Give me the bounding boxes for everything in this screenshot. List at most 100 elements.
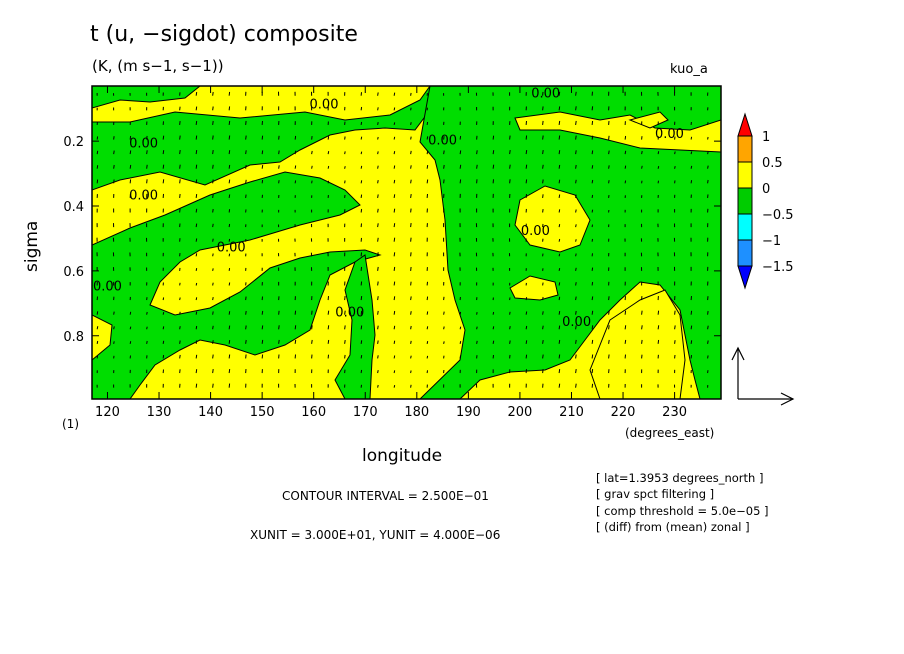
x-tick-label: 130: [147, 405, 172, 420]
quiver-arrow: [591, 296, 594, 301]
x-tick-label: 230: [662, 405, 687, 420]
quiver-arrow: [591, 339, 594, 344]
quiver-arrow: [542, 340, 544, 344]
quiver-arrow: [179, 179, 181, 184]
run-label: kuo_a: [670, 62, 708, 77]
x-tick-label: 180: [404, 405, 429, 420]
quiver-arrow: [674, 325, 676, 330]
quiver-arrow: [657, 151, 660, 155]
quiver-arrow: [591, 354, 594, 359]
quiver-arrow: [228, 135, 231, 140]
quiver-arrow: [393, 355, 396, 359]
quiver-arrow: [525, 325, 528, 330]
colorbar-label: 0.5: [762, 156, 783, 171]
quiver-arrow: [113, 341, 115, 344]
quiver-arrow: [575, 194, 577, 198]
quiver-arrow: [327, 339, 330, 344]
quiver-arrow: [558, 209, 561, 213]
quiver-arrow: [690, 340, 693, 344]
quiver-arrow: [476, 150, 478, 155]
note-line: [ (diff) from (mean) zonal ]: [596, 519, 750, 534]
quiver-arrow: [195, 297, 198, 301]
quiver-arrow: [344, 166, 346, 169]
quiver-arrow: [410, 194, 412, 198]
colorbar-label: −0.5: [762, 208, 794, 223]
quiver-arrow: [575, 179, 577, 184]
quiver-arrow: [707, 151, 709, 155]
quiver-arrow: [195, 354, 198, 359]
quiver-arrow: [195, 92, 198, 96]
quiver-arrow: [146, 150, 148, 155]
quiver-arrow: [162, 326, 165, 330]
quiver-arrow: [690, 325, 693, 330]
positive-island-2: [509, 275, 559, 301]
quiver-arrow: [179, 150, 181, 155]
quiver-arrow: [426, 340, 429, 344]
quiver-arrow: [195, 164, 198, 169]
quiver-arrow: [657, 339, 660, 344]
quiver-arrow: [294, 165, 297, 169]
colorbar-segment: [737, 135, 753, 163]
quiver-arrow: [377, 107, 379, 111]
quiver-arrow: [377, 223, 379, 228]
contour-label: 0.00: [521, 224, 550, 239]
quiver-arrow: [410, 179, 412, 184]
quiver-arrow: [410, 311, 412, 315]
quiver-arrow: [426, 179, 429, 184]
quiver-arrow: [327, 310, 330, 315]
colorbar-segment: [737, 239, 753, 267]
quiver-arrow: [558, 224, 561, 228]
x-tick-label: 140: [198, 405, 223, 420]
quiver-arrow: [195, 208, 198, 213]
quiver-arrow: [146, 164, 148, 169]
quiver-arrow: [674, 165, 676, 169]
quiver-arrow: [575, 339, 577, 344]
quiver-arrow: [707, 355, 709, 359]
colorbar-label: −1: [762, 234, 781, 249]
quiver-arrow: [311, 150, 313, 155]
quiver-arrow: [591, 165, 594, 169]
quiver-arrow: [113, 326, 115, 330]
quiver-arrow: [377, 384, 379, 388]
quiver-arrow: [212, 120, 214, 125]
quiver-arrow: [575, 106, 577, 111]
quiver-arrow: [575, 383, 577, 388]
quiver-arrow: [377, 266, 379, 271]
quiver-arrow: [393, 151, 396, 155]
quiver-arrow: [410, 340, 412, 344]
quiver-arrow: [657, 310, 660, 315]
positive-island-3: [589, 289, 686, 399]
quiver-arrow: [344, 310, 346, 315]
quiver-arrow: [459, 164, 462, 169]
quiver-arrow: [96, 165, 99, 169]
contour-label: 0.00: [562, 315, 591, 330]
quiver-arrow: [195, 223, 198, 228]
quiver-arrow: [278, 165, 280, 169]
quiver-arrow: [558, 282, 561, 286]
contour-label: 0.00: [655, 127, 684, 142]
quiver-arrow: [542, 164, 544, 169]
quiver-arrow: [426, 165, 429, 169]
quiver-arrow: [674, 340, 676, 344]
quiver-arrow: [591, 150, 594, 155]
quiver-arrow: [377, 296, 379, 301]
contour-label: 0.00: [428, 133, 457, 148]
quiver-arrow: [212, 325, 214, 330]
quiver-arrow: [608, 339, 610, 344]
quiver-arrow: [393, 194, 396, 198]
quiver-arrow: [212, 311, 214, 315]
quiver-arrow: [443, 341, 445, 344]
quiver-arrow: [690, 310, 693, 315]
quiver-arrow: [278, 325, 280, 330]
quiver-arrow: [558, 354, 561, 359]
quiver-arrow: [575, 120, 577, 125]
quiver-arrow: [261, 165, 264, 169]
quiver-arrow: [558, 339, 561, 344]
plot-frame: [91, 85, 722, 400]
quiver-arrow: [212, 282, 214, 286]
quiver-arrow: [690, 165, 693, 169]
quiver-arrow: [360, 355, 363, 359]
quiver-arrow: [393, 252, 396, 257]
quiver-arrow: [278, 339, 280, 344]
quiver-arrow: [426, 150, 429, 155]
